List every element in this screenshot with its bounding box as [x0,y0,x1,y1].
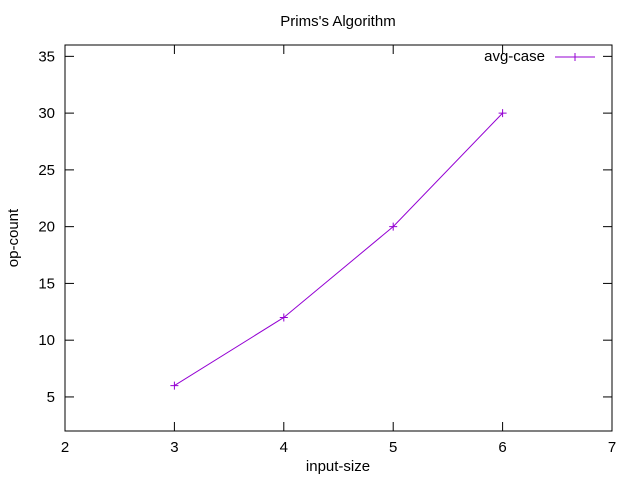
y-tick-label: 25 [38,162,55,179]
data-point [498,109,507,118]
y-tick-label: 30 [38,105,55,122]
x-tick-label: 5 [389,439,397,456]
legend: avg-case [484,48,595,65]
y-axis-label: op-count [5,208,22,267]
x-tick-label: 7 [608,439,616,456]
y-tick-label: 10 [38,332,55,349]
data-point [389,222,398,231]
x-tick-label: 3 [170,439,178,456]
plot-frame [64,44,613,432]
y-tick-label: 15 [38,275,55,292]
legend-marker [571,53,579,61]
y-tick-label: 35 [38,48,55,65]
chart-title: Prims's Algorithm [280,13,395,30]
data-point [170,381,179,390]
series-line [174,112,503,387]
x-tick-label: 6 [498,439,506,456]
y-tick-label: 20 [38,219,55,236]
series-layer [170,109,507,390]
legend-label: avg-case [484,48,545,65]
data-point [279,313,288,322]
axis-ticks: 2 3 4 5 6 7 5 10 15 20 25 30 35 [38,45,616,456]
x-tick-label: 4 [280,439,288,456]
y-tick-label: 5 [47,389,55,406]
x-axis-label: input-size [306,458,370,475]
x-tick-label: 2 [61,439,69,456]
